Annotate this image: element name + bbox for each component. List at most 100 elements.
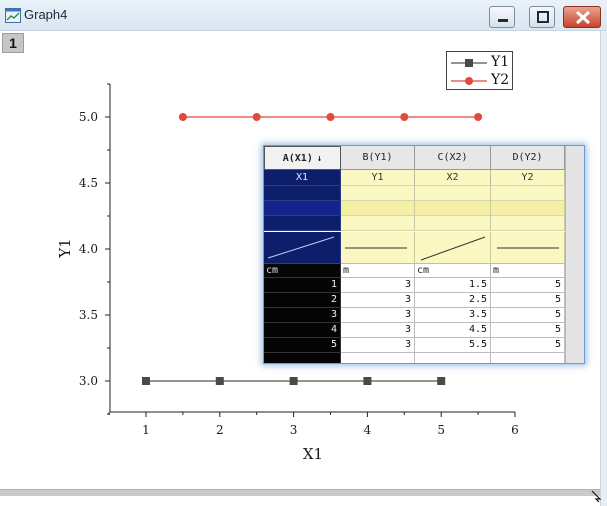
data-point-y1[interactable] [363, 377, 371, 385]
worksheet-column-b[interactable]: B(Y1) Y1 m 3 3 3 3 3 [341, 146, 415, 364]
window-right-border [600, 31, 607, 506]
empty-data-cell[interactable] [341, 353, 415, 364]
empty-label-cell[interactable] [491, 216, 565, 231]
long-name-cell[interactable]: Y1 [341, 170, 415, 186]
data-point-y1[interactable] [437, 377, 445, 385]
maximize-button[interactable] [529, 6, 555, 28]
data-cell[interactable]: 3 [341, 293, 415, 308]
data-cell[interactable]: 3 [341, 308, 415, 323]
resize-grip-icon[interactable] [590, 489, 602, 503]
embedded-worksheet[interactable]: A(X1) ↓ X1 cm 1 2 3 4 5 B(Y1) Y1 m [263, 145, 585, 364]
unit-cell[interactable]: m [491, 264, 565, 278]
data-point-y2[interactable] [253, 113, 261, 121]
data-point-y2[interactable] [400, 113, 408, 121]
data-cell[interactable]: 4.5 [415, 323, 491, 338]
long-name-cell[interactable]: X1 [264, 170, 341, 186]
empty-data-cell[interactable] [415, 353, 491, 364]
empty-label-cell[interactable] [264, 216, 341, 231]
x-tick-label: 6 [511, 423, 519, 437]
data-cell[interactable]: 5.5 [415, 338, 491, 353]
long-name-cell[interactable]: Y2 [491, 170, 565, 186]
legend-entry-y2: Y2 [447, 72, 514, 89]
legend[interactable]: Y1 Y2 [446, 51, 513, 90]
data-point-y1[interactable] [290, 377, 298, 385]
empty-label-cell[interactable] [415, 216, 491, 231]
unit-cell[interactable]: cm [415, 264, 491, 278]
horizontal-scrollbar[interactable] [0, 489, 600, 496]
sparkline-rising-icon [264, 232, 341, 264]
legend-entry-y1: Y1 [447, 54, 514, 71]
column-header-c[interactable]: C(X2) [415, 146, 491, 170]
data-cell[interactable]: 2.5 [415, 293, 491, 308]
empty-label-cell[interactable] [264, 186, 341, 201]
empty-data-cell[interactable] [491, 353, 565, 364]
column-header-b[interactable]: B(Y1) [341, 146, 415, 170]
legend-label-y1: Y1 [491, 54, 509, 70]
y-tick-label: 3.0 [79, 374, 98, 388]
empty-label-cell[interactable] [341, 201, 415, 216]
y-tick-label: 4.5 [79, 176, 98, 190]
data-point-y2[interactable] [474, 113, 482, 121]
data-cell[interactable]: 3 [341, 338, 415, 353]
x-axis-title: X1 [303, 445, 323, 463]
x-tick-label: 1 [142, 423, 150, 437]
empty-data-cell[interactable] [264, 353, 341, 364]
sparkline-cell[interactable] [415, 232, 491, 264]
data-point-y1[interactable] [216, 377, 224, 385]
close-button[interactable] [563, 6, 601, 28]
data-cell[interactable]: 2 [264, 293, 341, 308]
x-tick-label: 4 [364, 423, 372, 437]
y-tick-label: 3.5 [79, 308, 98, 322]
square-marker-icon [451, 58, 487, 68]
empty-label-cell[interactable] [264, 201, 341, 216]
circle-marker-icon [451, 76, 487, 86]
data-point-y1[interactable] [142, 377, 150, 385]
sparkline-cell[interactable] [264, 232, 341, 264]
empty-label-cell[interactable] [491, 201, 565, 216]
worksheet-column-c[interactable]: C(X2) X2 cm 1.5 2.5 3.5 4.5 5.5 [415, 146, 491, 364]
empty-label-cell[interactable] [341, 216, 415, 231]
data-point-y2[interactable] [327, 113, 335, 121]
unit-cell[interactable]: cm [264, 264, 341, 278]
worksheet-column-d[interactable]: D(Y2) Y2 m 5 5 5 5 5 [491, 146, 565, 364]
data-cell[interactable]: 3 [341, 278, 415, 293]
data-cell[interactable]: 5 [491, 293, 565, 308]
x-tick-label: 2 [216, 423, 224, 437]
data-cell[interactable]: 3 [341, 323, 415, 338]
worksheet-vertical-scrollbar[interactable] [565, 146, 585, 364]
empty-label-cell[interactable] [415, 201, 491, 216]
worksheet-column-a[interactable]: A(X1) ↓ X1 cm 1 2 3 4 5 [264, 146, 341, 364]
y-tick-label: 5.0 [79, 110, 98, 124]
empty-label-cell[interactable] [491, 186, 565, 201]
data-point-y2[interactable] [179, 113, 187, 121]
data-cell[interactable]: 5 [491, 278, 565, 293]
unit-cell[interactable]: m [341, 264, 415, 278]
y-axis-title: Y1 [56, 238, 74, 258]
sparkline-cell[interactable] [491, 232, 565, 264]
sort-arrow-icon: ↓ [317, 154, 322, 164]
sparkline-rising-icon [415, 232, 491, 264]
data-cell[interactable]: 3 [264, 308, 341, 323]
long-name-cell[interactable]: X2 [415, 170, 491, 186]
x-tick-label: 3 [290, 423, 298, 437]
maximize-icon [530, 7, 556, 29]
sparkline-cell[interactable] [341, 232, 415, 264]
data-cell[interactable]: 4 [264, 323, 341, 338]
title-bar[interactable]: Graph4 [0, 0, 607, 31]
data-cell[interactable]: 5 [491, 338, 565, 353]
data-cell[interactable]: 3.5 [415, 308, 491, 323]
column-header-d[interactable]: D(Y2) [491, 146, 565, 170]
empty-label-cell[interactable] [341, 186, 415, 201]
minimize-button[interactable] [489, 6, 515, 28]
data-cell[interactable]: 5 [264, 338, 341, 353]
x-tick-label: 5 [437, 423, 445, 437]
data-cell[interactable]: 5 [491, 308, 565, 323]
empty-label-cell[interactable] [415, 186, 491, 201]
data-cell[interactable]: 5 [491, 323, 565, 338]
sparkline-flat-icon [491, 232, 565, 264]
data-cell[interactable]: 1.5 [415, 278, 491, 293]
data-cell[interactable]: 1 [264, 278, 341, 293]
y-tick-label: 4.0 [79, 242, 98, 256]
column-header-a[interactable]: A(X1) ↓ [264, 146, 341, 170]
